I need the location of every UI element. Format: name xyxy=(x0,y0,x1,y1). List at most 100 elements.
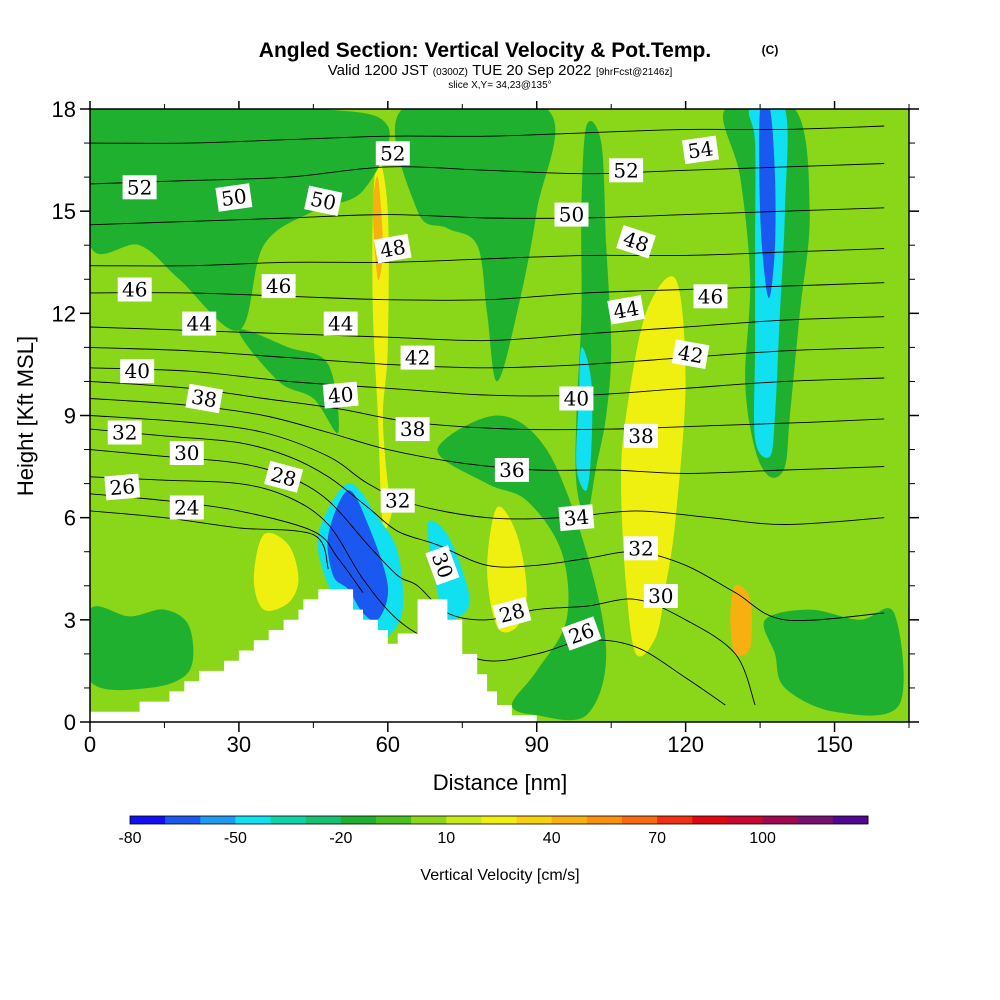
y-tick-label: 12 xyxy=(52,301,76,326)
chart-header: Angled Section: Vertical Velocity & Pot.… xyxy=(259,39,779,91)
contour-label-text: 26 xyxy=(109,474,136,500)
theta-contours xyxy=(90,125,885,706)
colorbar-label: 10 xyxy=(437,830,455,847)
contour-label: 38 xyxy=(624,423,658,448)
colorbar-swatch xyxy=(692,816,728,824)
contour-label: 42 xyxy=(671,339,710,369)
y-tick-label: 0 xyxy=(64,710,76,735)
colorbar-swatch xyxy=(446,816,482,824)
contour-label-box xyxy=(607,295,645,325)
theta-contour-28 xyxy=(90,476,726,706)
velocity-region xyxy=(759,109,776,299)
contour-label-text: 52 xyxy=(380,141,405,165)
contour-label-box xyxy=(624,536,658,561)
contour-label-text: 38 xyxy=(628,424,653,448)
contour-label: 40 xyxy=(559,386,594,411)
contour-label: 44 xyxy=(182,311,217,336)
contour-label-box xyxy=(185,383,224,414)
contour-label-box xyxy=(609,158,644,183)
x-tick-label: 150 xyxy=(816,732,853,757)
velocity-region xyxy=(437,415,607,721)
contour-label: 30 xyxy=(643,584,678,608)
contour-label: 46 xyxy=(117,277,152,302)
contour-label-box xyxy=(261,274,296,299)
contour-label: 54 xyxy=(681,135,720,165)
velocity-region xyxy=(576,347,593,491)
contour-label-box xyxy=(425,545,460,586)
contour-label-text: 54 xyxy=(686,136,715,163)
contour-label: 28 xyxy=(264,460,304,493)
colorbar-swatch xyxy=(165,816,201,824)
chart-title: Angled Section: Vertical Velocity & Pot.… xyxy=(259,39,711,62)
contour-label: 34 xyxy=(558,504,595,532)
slice-info: slice X,Y= 34,23@135° xyxy=(448,80,551,91)
contour-label: 46 xyxy=(693,284,728,309)
contour-label: 50 xyxy=(215,183,253,212)
y-tick-label: 6 xyxy=(64,506,76,531)
theta-contour-38 xyxy=(90,380,885,431)
contour-label: 50 xyxy=(304,185,343,217)
colorbar-label: 100 xyxy=(749,830,776,847)
contour-label-text: 38 xyxy=(400,417,425,441)
contour-label-box xyxy=(264,460,304,493)
colorbar-swatch xyxy=(130,816,166,824)
colorbar-labels: -80 -50 -20 10 40 70 100 xyxy=(118,830,776,847)
contour-label: 42 xyxy=(400,345,435,370)
colorbar-label: -50 xyxy=(224,830,247,847)
theta-contour-44 xyxy=(90,316,885,342)
contour-label: 52 xyxy=(609,158,644,183)
x-tick-label: 0 xyxy=(84,732,96,757)
colorbar-swatch xyxy=(657,816,693,824)
contour-label-text: 40 xyxy=(327,382,354,408)
contour-label: 38 xyxy=(185,383,224,414)
forecast-info: [9hrFcst@2146z] xyxy=(596,67,673,78)
colorbar-swatch xyxy=(727,816,763,824)
theta-contour-52 xyxy=(90,163,885,185)
theta-contour-54 xyxy=(90,125,885,144)
contour-label-text: 32 xyxy=(628,536,653,560)
colorbar-swatch xyxy=(622,816,658,824)
velocity-region xyxy=(394,109,556,382)
colorbar-swatch xyxy=(551,816,588,824)
contour-label-box xyxy=(122,175,157,200)
x-tick-label: 30 xyxy=(227,732,251,757)
colorbar-swatch xyxy=(516,816,553,824)
contour-label-text: 42 xyxy=(676,340,705,368)
theta-contour-48 xyxy=(90,248,885,267)
contour-label: 52 xyxy=(122,175,157,200)
y-tick-label: 3 xyxy=(64,608,76,633)
contour-label-text: 38 xyxy=(190,384,219,412)
colorbar-swatch xyxy=(340,816,377,824)
colorbar-frame xyxy=(129,815,869,825)
velocity-region xyxy=(763,608,904,716)
theta-contour-50 xyxy=(90,207,885,226)
contour-label-box xyxy=(375,141,410,166)
contour-label: 44 xyxy=(607,295,645,325)
contour-label-box xyxy=(558,504,595,532)
contour-label: 40 xyxy=(322,381,359,409)
contour-label: 36 xyxy=(494,458,529,482)
contour-label-box xyxy=(492,597,532,629)
contour-label-box xyxy=(169,441,204,465)
contour-label-text: 46 xyxy=(266,274,291,298)
y-axis-label: Height [Kft MSL] xyxy=(13,336,38,496)
contour-label: 30 xyxy=(169,441,204,465)
contour-label-text: 44 xyxy=(328,312,353,336)
colorbar-title: Vertical Velocity [cm/s] xyxy=(420,867,579,884)
contour-label-box xyxy=(559,386,594,411)
contour-label-text: 42 xyxy=(405,346,430,370)
contour-label-text: 46 xyxy=(122,278,147,302)
contour-label: 26 xyxy=(561,616,602,651)
colorbar-swatch xyxy=(797,816,834,824)
theta-contour-40 xyxy=(90,367,885,397)
colorbar-swatch xyxy=(762,816,799,824)
y-tick-label: 15 xyxy=(52,199,76,224)
colorbar-swatch xyxy=(411,816,447,824)
theta-contour-36 xyxy=(90,398,885,474)
contour-label-text: 30 xyxy=(174,441,199,465)
colorbar-swatch xyxy=(200,816,236,824)
colorbar-swatch xyxy=(305,816,342,824)
velocity-region xyxy=(730,584,752,657)
contour-label-box xyxy=(693,284,728,309)
